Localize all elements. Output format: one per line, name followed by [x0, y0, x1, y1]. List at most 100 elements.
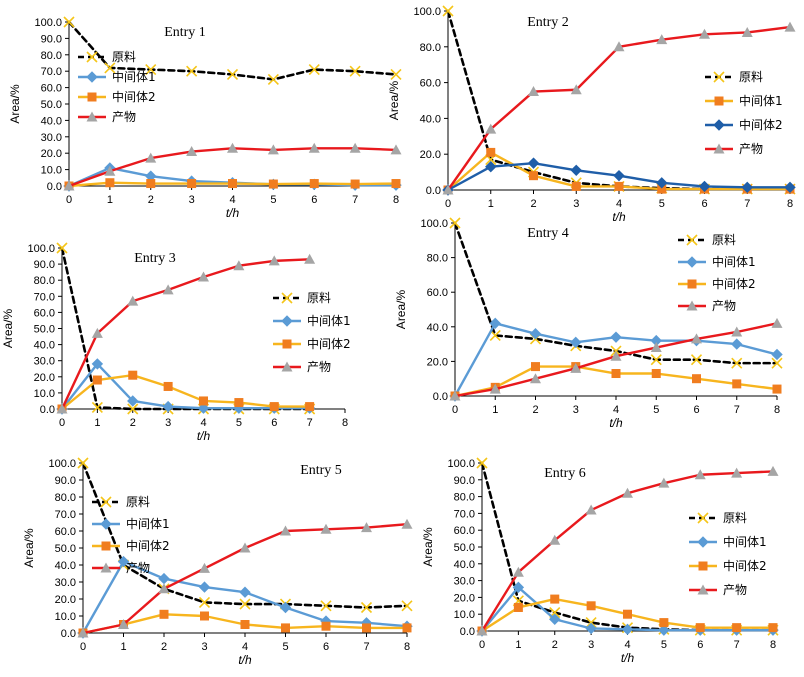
chart-title: Entry 1: [164, 25, 206, 40]
x-tick-label: 7: [307, 417, 313, 429]
x-tick-label: 3: [588, 639, 594, 651]
data-point: [449, 390, 461, 401]
y-tick-label: 60.0: [427, 287, 448, 299]
data-point: [570, 362, 582, 373]
y-tick-label: 60.0: [41, 83, 62, 95]
x-tick-label: 1: [107, 194, 113, 206]
legend-label: 中间体1: [126, 516, 170, 531]
data-point: [771, 357, 783, 369]
x-axis-label: t/h: [238, 653, 252, 667]
legend-item: 原料: [689, 511, 747, 525]
data-point: [391, 179, 401, 189]
data-point: [512, 566, 524, 577]
legend-item: 产物: [678, 299, 736, 313]
y-tick-label: 0.0: [47, 181, 62, 193]
data-point: [731, 326, 743, 337]
x-tick-label: 2: [552, 639, 558, 651]
data-point: [127, 295, 139, 306]
data-point: [145, 63, 157, 76]
y-tick-label: 70.0: [454, 508, 475, 520]
data-point: [105, 178, 115, 188]
x-tick-label: 4: [624, 639, 630, 651]
data-point: [401, 518, 413, 529]
data-point: [162, 284, 174, 295]
data-point: [527, 157, 540, 169]
legend-item: 原料: [78, 50, 136, 64]
x-tick-label: 1: [515, 639, 521, 651]
x-tick-label: 2: [161, 641, 167, 653]
series-line: [60, 362, 311, 411]
chart-title: Entry 5: [300, 463, 342, 478]
legend-item: 中间体2: [273, 336, 351, 351]
legend-marker: [100, 518, 112, 530]
legend-marker: [100, 562, 112, 573]
x-tick-label: 8: [787, 198, 793, 210]
data-point: [308, 63, 320, 76]
chart-entry-6: 0.0 10.0 20.0 30.0 40.0 50.0 60.0 70.0 80.0 90.0 1…: [421, 457, 779, 665]
legend-marker: [281, 361, 293, 372]
x-axis-label: t/h: [612, 210, 626, 224]
chart-entry-3: 0.0 10.0 20.0 30.0 40.0 50.0 60.0 70.0 80.0 90.0 1…: [1, 242, 351, 443]
data-point: [658, 477, 670, 488]
y-axis-label: Area/%: [22, 528, 36, 568]
x-tick-label: 7: [744, 198, 750, 210]
data-point: [585, 617, 597, 629]
data-point: [199, 396, 208, 406]
y-tick-label: 90.0: [55, 475, 76, 487]
legend-label: 原料: [307, 291, 331, 305]
legend-marker: [686, 234, 698, 246]
data-point: [163, 381, 173, 391]
data-point: [239, 598, 251, 610]
data-point: [360, 601, 373, 614]
x-tick-label: 7: [363, 641, 369, 653]
data-point: [77, 457, 89, 469]
x-tick-label: 1: [492, 404, 498, 416]
y-tick-label: 20.0: [454, 592, 475, 604]
x-tick-label: 0: [59, 417, 65, 429]
data-point: [128, 370, 138, 380]
data-point: [321, 621, 331, 631]
x-tick-label: 7: [352, 194, 358, 206]
x-tick-label: 4: [613, 404, 619, 416]
x-tick-label: 4: [242, 641, 248, 653]
data-point: [63, 16, 75, 28]
x-tick-label: 0: [479, 639, 485, 651]
data-point: [281, 623, 290, 633]
chart-entry-2: 0.0 20.0 40.0 60.0 80.0 100.0 0 1 2 3 4 5 6 7 8 t/h Area…: [387, 5, 796, 224]
data-point: [186, 65, 198, 77]
legend-label: 原料: [712, 233, 736, 247]
series-4: [77, 518, 413, 638]
y-tick-label: 10.0: [41, 165, 62, 177]
y-tick-label: 0.0: [61, 628, 76, 640]
x-tick-label: 8: [774, 404, 780, 416]
legend-label: 中间体1: [307, 313, 351, 328]
data-point: [187, 179, 197, 189]
legend-marker: [713, 71, 725, 83]
y-tick-label: 20.0: [427, 356, 448, 368]
legend-marker: [100, 496, 112, 508]
data-point: [239, 542, 251, 553]
legend-item: 中间体1: [678, 254, 756, 269]
data-point: [489, 329, 501, 342]
legend-label: 中间体1: [112, 69, 156, 84]
data-point: [198, 271, 209, 282]
legend-label: 中间体2: [112, 89, 156, 104]
x-axis-label: t/h: [226, 206, 240, 220]
x-tick-label: 2: [532, 404, 538, 416]
legend-item: 中间体2: [678, 276, 756, 291]
data-point: [610, 350, 622, 361]
data-point: [771, 348, 783, 361]
y-axis-label: Area/%: [8, 84, 22, 124]
x-tick-label: 5: [653, 404, 659, 416]
data-point: [234, 398, 244, 408]
data-point: [228, 179, 237, 189]
x-axis-label: t/h: [197, 429, 211, 443]
legend-item: 中间体2: [689, 558, 767, 573]
data-point: [158, 572, 170, 585]
y-tick-label: 30.0: [34, 356, 55, 368]
legend-item: 产物: [689, 583, 747, 597]
data-point: [658, 624, 670, 636]
legend-label: 产物: [723, 583, 747, 597]
data-point: [657, 184, 667, 194]
